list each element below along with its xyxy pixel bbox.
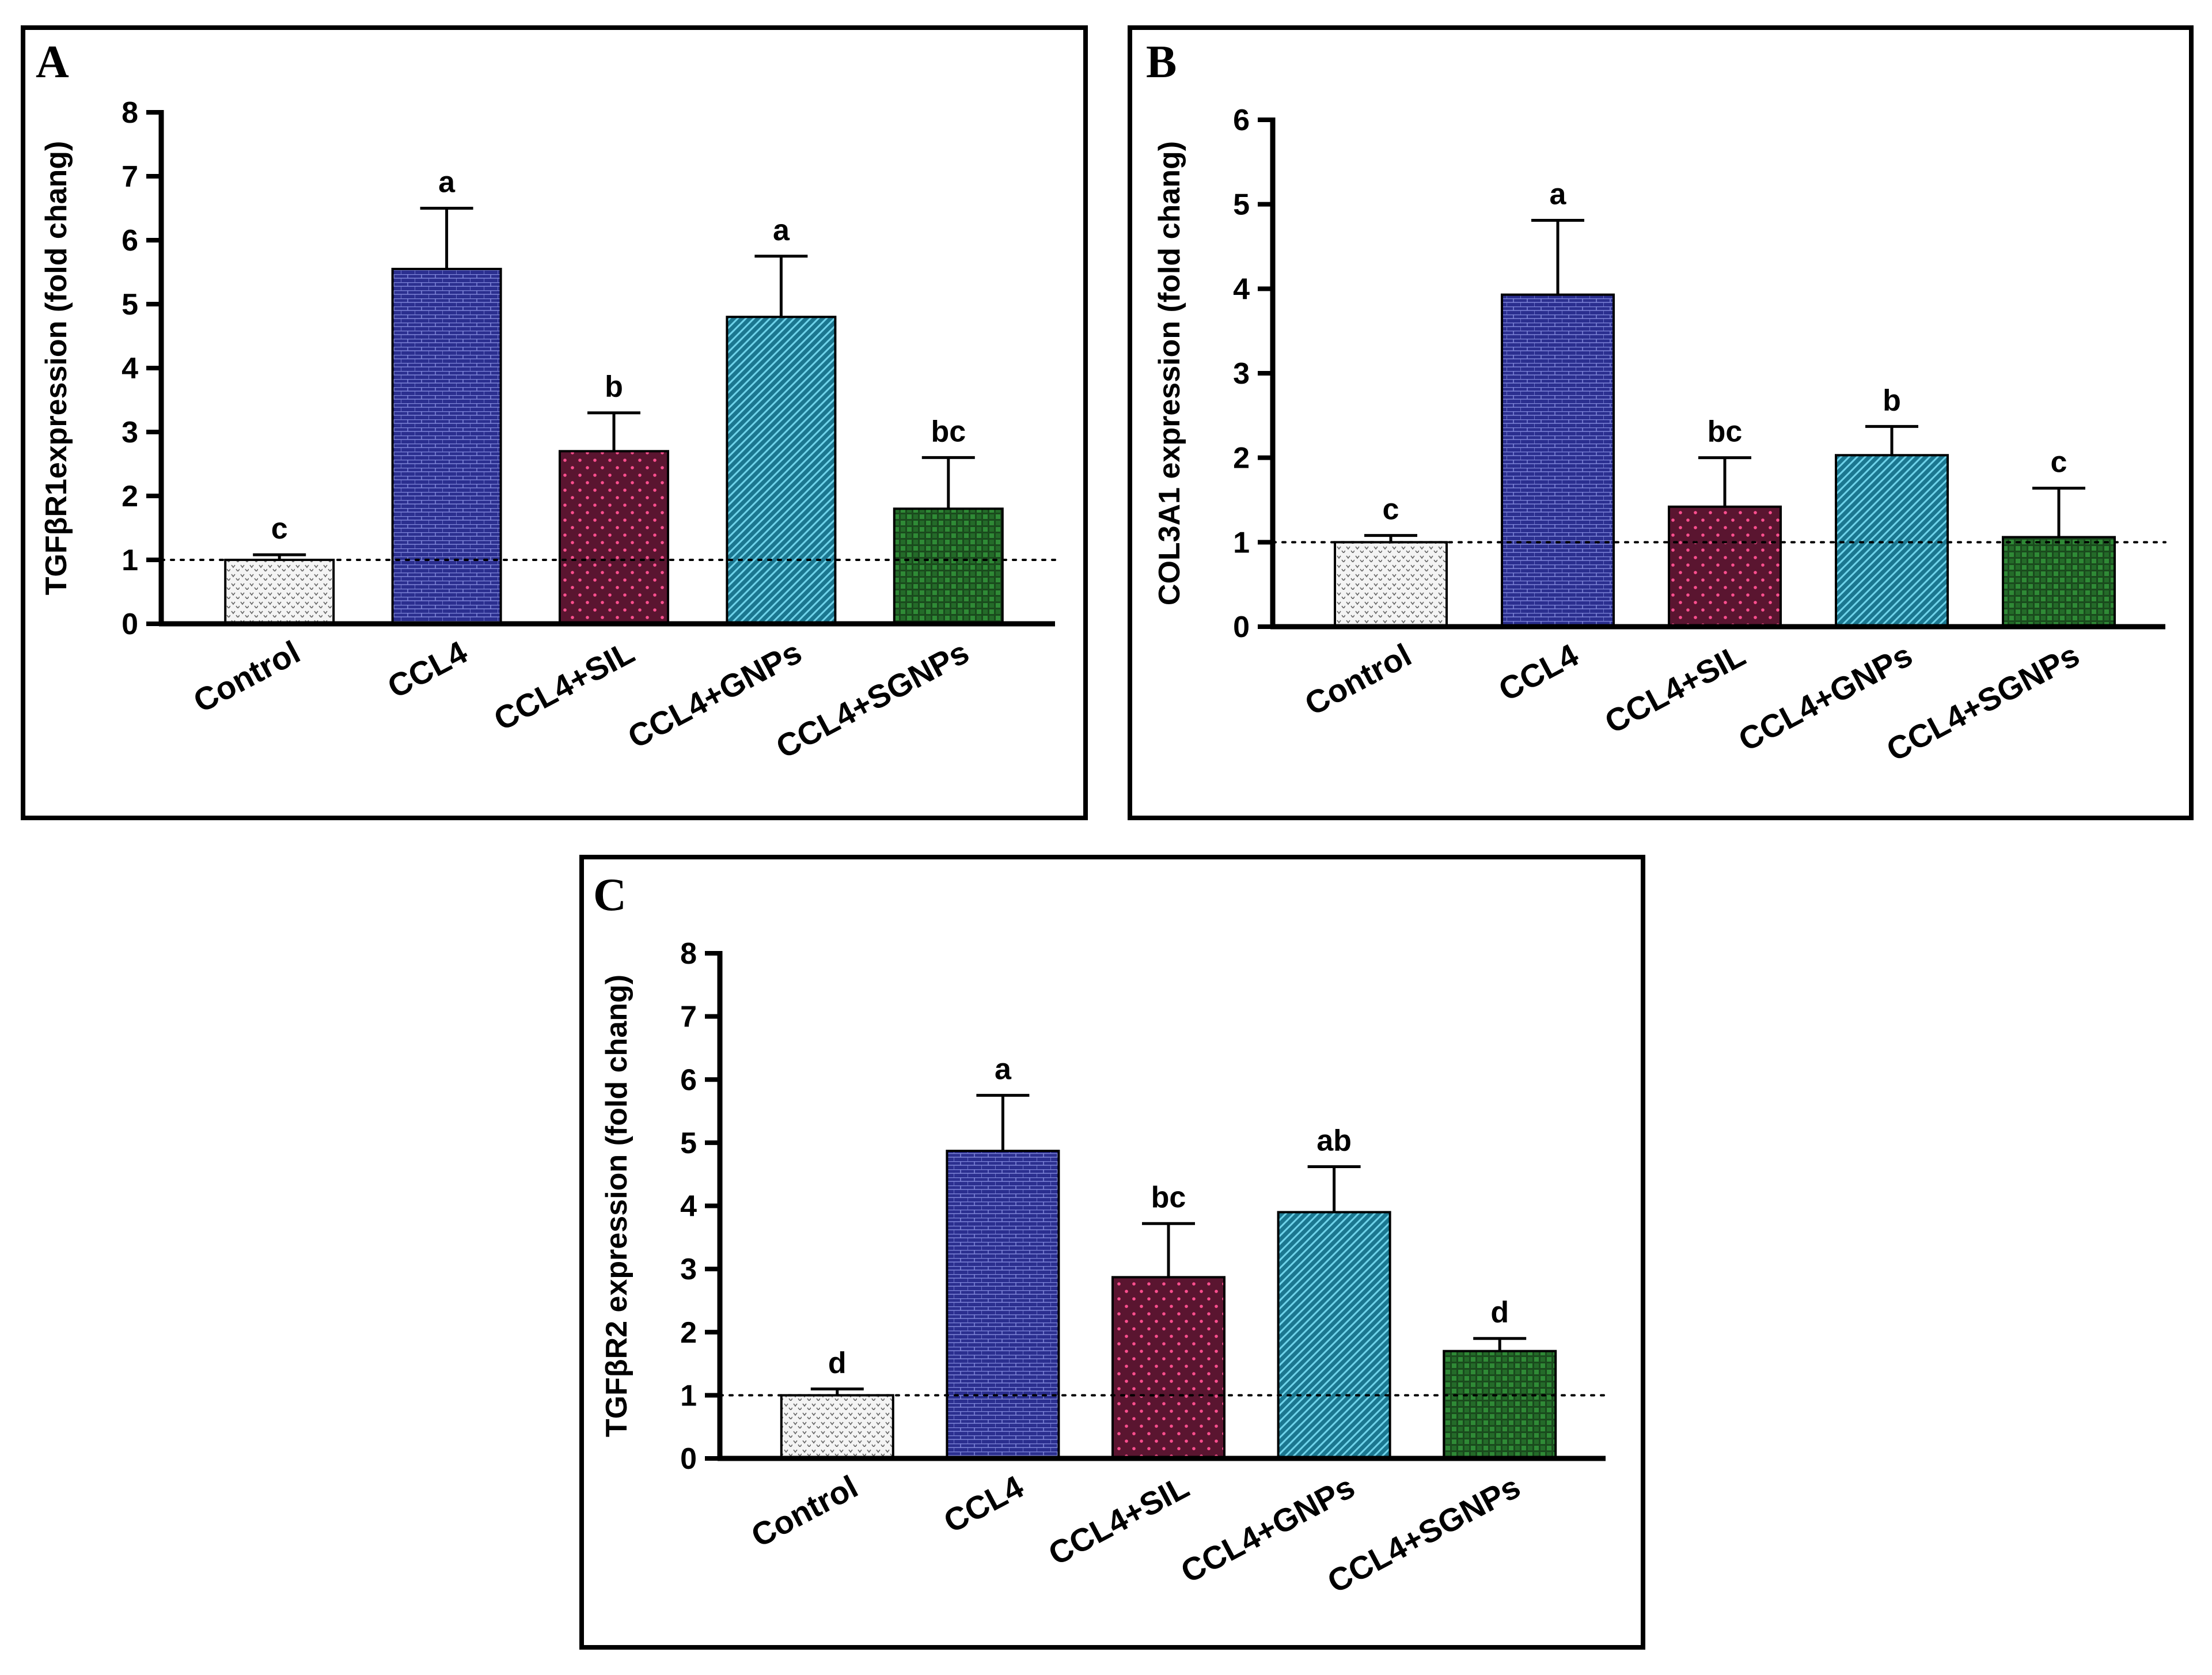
bar-control	[1334, 541, 1448, 628]
panel-b-letter: B	[1146, 37, 1177, 88]
y-tick-label: 2	[122, 480, 138, 513]
bar-ccl4-gnps	[726, 316, 837, 625]
significance-label-control: c	[1383, 493, 1399, 526]
y-tick-label: 8	[680, 937, 697, 971]
y-tick-label: 1	[122, 544, 138, 577]
y-tick-label: 2	[680, 1316, 697, 1350]
significance-label-ccl4: a	[995, 1053, 1012, 1086]
significance-label-ccl4: a	[438, 166, 456, 199]
y-tick-label: 0	[122, 608, 138, 641]
significance-label-control: c	[271, 512, 288, 545]
bar-ccl4-sgnps	[1443, 1350, 1557, 1460]
bar-control	[224, 559, 335, 625]
panel-a: A cControlaCCL4bCCL4+SILaCCL4+GNPsbcCCL4…	[21, 25, 1088, 820]
y-tick-label: 7	[122, 160, 138, 194]
y-tick-label: 0	[1233, 611, 1250, 644]
significance-label-ccl4-gnps: b	[1883, 384, 1901, 417]
significance-label-ccl4-gnps: ab	[1316, 1124, 1352, 1158]
panel-c-frame	[579, 855, 1645, 1650]
y-tick-label: 7	[680, 1001, 697, 1034]
y-tick-label: 1	[1233, 526, 1250, 559]
y-tick-label: 0	[680, 1442, 697, 1476]
y-tick-label: 6	[1233, 104, 1250, 137]
bar-ccl4-gnps	[1277, 1211, 1391, 1460]
y-tick-label: 3	[1233, 357, 1250, 391]
y-tick-label: 4	[122, 352, 138, 385]
bar-ccl4-sgnps	[893, 507, 1004, 626]
significance-label-ccl4-gnps: a	[773, 214, 790, 247]
significance-label-ccl4-sgnps: d	[1490, 1296, 1509, 1329]
bar-ccl4	[391, 267, 502, 625]
y-axis-title: TGFβR1expression (fold chang)	[40, 141, 73, 596]
y-axis-title: TGFβR2 expression (fold chang)	[600, 975, 633, 1437]
y-tick-label: 2	[1233, 442, 1250, 475]
bar-control	[780, 1394, 894, 1460]
panel-b: B cControlaCCL4bcCCL4+SILbCCL4+GNPscCCL4…	[1128, 25, 2194, 820]
panel-a-frame	[21, 25, 1088, 820]
y-tick-label: 6	[122, 224, 138, 257]
y-tick-label: 3	[680, 1253, 697, 1286]
significance-label-control: d	[828, 1346, 847, 1380]
y-tick-label: 3	[122, 416, 138, 449]
bar-ccl4-sil	[559, 450, 669, 625]
bar-ccl4-gnps	[1835, 454, 1949, 628]
significance-label-ccl4-sgnps: c	[2051, 445, 2067, 479]
significance-label-ccl4: a	[1550, 178, 1567, 211]
bar-ccl4-sgnps	[2002, 536, 2116, 628]
panel-c-letter: C	[593, 870, 627, 920]
y-tick-label: 5	[1233, 188, 1250, 222]
significance-label-ccl4-sgnps: bc	[931, 415, 966, 448]
bar-ccl4-sil	[1668, 505, 1782, 628]
y-tick-label: 1	[680, 1379, 697, 1412]
panel-b-frame	[1128, 25, 2194, 820]
y-tick-label: 4	[680, 1190, 697, 1223]
y-tick-label: 8	[122, 96, 138, 130]
bar-ccl4	[1501, 293, 1615, 628]
y-tick-label: 6	[680, 1063, 697, 1097]
significance-label-ccl4-sil: b	[605, 370, 623, 404]
bar-ccl4	[946, 1150, 1060, 1460]
y-tick-label: 4	[1233, 272, 1250, 306]
panel-c: C dControlaCCL4bcCCL4+SILabCCL4+GNPsdCCL…	[579, 855, 1645, 1650]
y-tick-label: 5	[680, 1127, 697, 1160]
significance-label-ccl4-sil: bc	[1708, 415, 1743, 449]
y-tick-label: 5	[122, 288, 138, 321]
y-axis-title: COL3A1 expression (fold chang)	[1153, 141, 1186, 605]
panel-a-letter: A	[36, 37, 69, 88]
bar-ccl4-sil	[1111, 1276, 1225, 1460]
significance-label-ccl4-sil: bc	[1151, 1181, 1186, 1214]
